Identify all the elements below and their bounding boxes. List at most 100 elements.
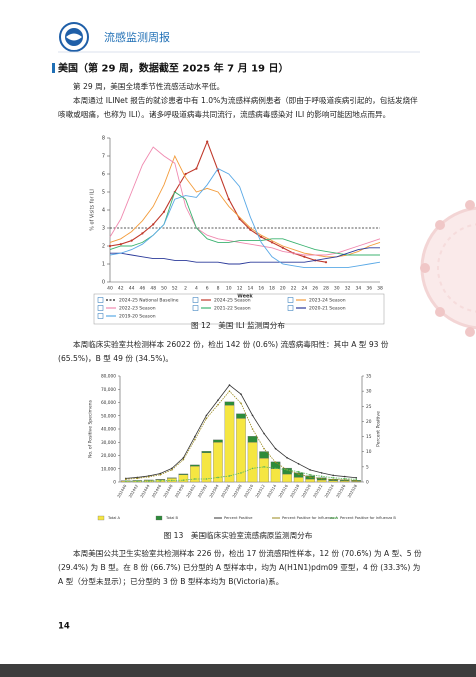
x-tick-label: 50 (161, 286, 167, 292)
bar (339, 480, 350, 483)
footer-bar (0, 664, 476, 677)
x-tick-label: 22 (291, 286, 297, 292)
x-tick-label: 28 (323, 286, 329, 292)
point (130, 239, 133, 242)
legend-swatch (97, 515, 105, 521)
point (162, 210, 166, 213)
bar (224, 405, 235, 483)
y2-tick-label: 15 (366, 434, 372, 440)
figure-caption: 图 13 美国临床实验室流感病原监测周分布 (163, 531, 313, 540)
y2-tick-label: 20 (366, 419, 372, 425)
point (194, 438, 196, 441)
bar (236, 413, 246, 419)
x-tick-label: 202510 (243, 483, 255, 499)
x-tick-label: 4 (195, 286, 198, 292)
point (240, 472, 242, 474)
point (332, 476, 334, 479)
bar (293, 477, 304, 483)
x-tick-label: 202506 (220, 483, 232, 499)
y-tick-label: 1 (102, 262, 105, 268)
point (205, 414, 208, 417)
x-tick-label: 18 (269, 286, 275, 292)
paragraph: 第 29 周，美国全境季节性流感活动水平低。 (73, 82, 225, 91)
virus-decoration (420, 200, 476, 337)
y-tick-label: 60,000 (101, 400, 116, 406)
point (159, 473, 162, 476)
point (159, 472, 162, 475)
x-tick-label: 20 (280, 286, 286, 292)
point (141, 232, 144, 235)
point (297, 463, 300, 465)
x-tick-label: 40 (107, 286, 113, 292)
point (136, 480, 139, 482)
x-tick-label: 48 (150, 286, 156, 292)
point (217, 476, 219, 479)
logo (59, 22, 89, 52)
y2-tick-label: 35 (366, 374, 372, 380)
x-tick-label: 202504 (208, 483, 220, 499)
y-tick-label: 3 (102, 226, 105, 232)
legend-frame (93, 293, 385, 325)
x-tick-label: 12 (237, 286, 243, 292)
point (324, 261, 328, 264)
legend-swatch (155, 515, 163, 521)
point (217, 403, 219, 406)
bar (167, 477, 177, 479)
x-tick-label: 202452 (185, 483, 197, 499)
legend-label: Percent Positive for Influenza B (340, 516, 396, 520)
y-tick-label: 30,000 (101, 440, 116, 446)
x-tick-label: 202524 (323, 483, 335, 499)
point (251, 428, 254, 430)
lab-chart: 0 10,000 20,000 30,000 40,000 50,000 60,000 70,… (88, 374, 396, 521)
bar (247, 436, 258, 443)
x-tick-label: 202446 (150, 483, 162, 499)
point (332, 478, 334, 481)
bar (282, 467, 292, 475)
section-title: 美国（第 29 周，数据截至 2025 年 7 月 19 日） (58, 62, 288, 75)
bar (201, 452, 212, 483)
legend-label: 2019-20 Season (119, 314, 156, 320)
y-tick-label: 70,000 (101, 387, 116, 393)
point (270, 241, 274, 244)
point (136, 477, 139, 480)
point (286, 469, 288, 471)
page-number: 14 (58, 622, 70, 632)
point (274, 467, 277, 470)
point (184, 172, 187, 176)
x-tick-label: 30 (334, 286, 340, 292)
point (119, 243, 122, 246)
x-tick-label: 202526 (335, 483, 347, 499)
point (263, 432, 265, 435)
point (274, 461, 277, 464)
bar (224, 401, 235, 406)
x-tick-label: 6 (206, 286, 209, 292)
point (240, 393, 242, 395)
legend-label: Percent Positive for Influenza A (282, 516, 338, 520)
x-tick-label: 202522 (312, 483, 324, 499)
y2-tick-label: 5 (366, 464, 369, 470)
point (355, 478, 358, 481)
bar (270, 468, 281, 483)
point (205, 417, 208, 420)
legend-box (97, 313, 104, 319)
point (343, 479, 346, 481)
x-tick-label: 38 (377, 286, 383, 292)
bar (293, 472, 304, 478)
point (124, 478, 127, 481)
point (194, 435, 196, 438)
bar (247, 442, 258, 483)
point (263, 466, 265, 468)
point (320, 472, 323, 474)
point (263, 447, 265, 450)
series-line (110, 247, 380, 265)
y-tick-label: 6 (102, 172, 105, 178)
y-axis-label: % of Visits for ILI (90, 189, 96, 231)
point (194, 478, 196, 480)
x-tick-label: 14 (248, 286, 254, 292)
series-line (109, 146, 381, 256)
point (320, 475, 323, 478)
point (309, 476, 311, 478)
bar (190, 464, 200, 467)
point (228, 384, 231, 386)
